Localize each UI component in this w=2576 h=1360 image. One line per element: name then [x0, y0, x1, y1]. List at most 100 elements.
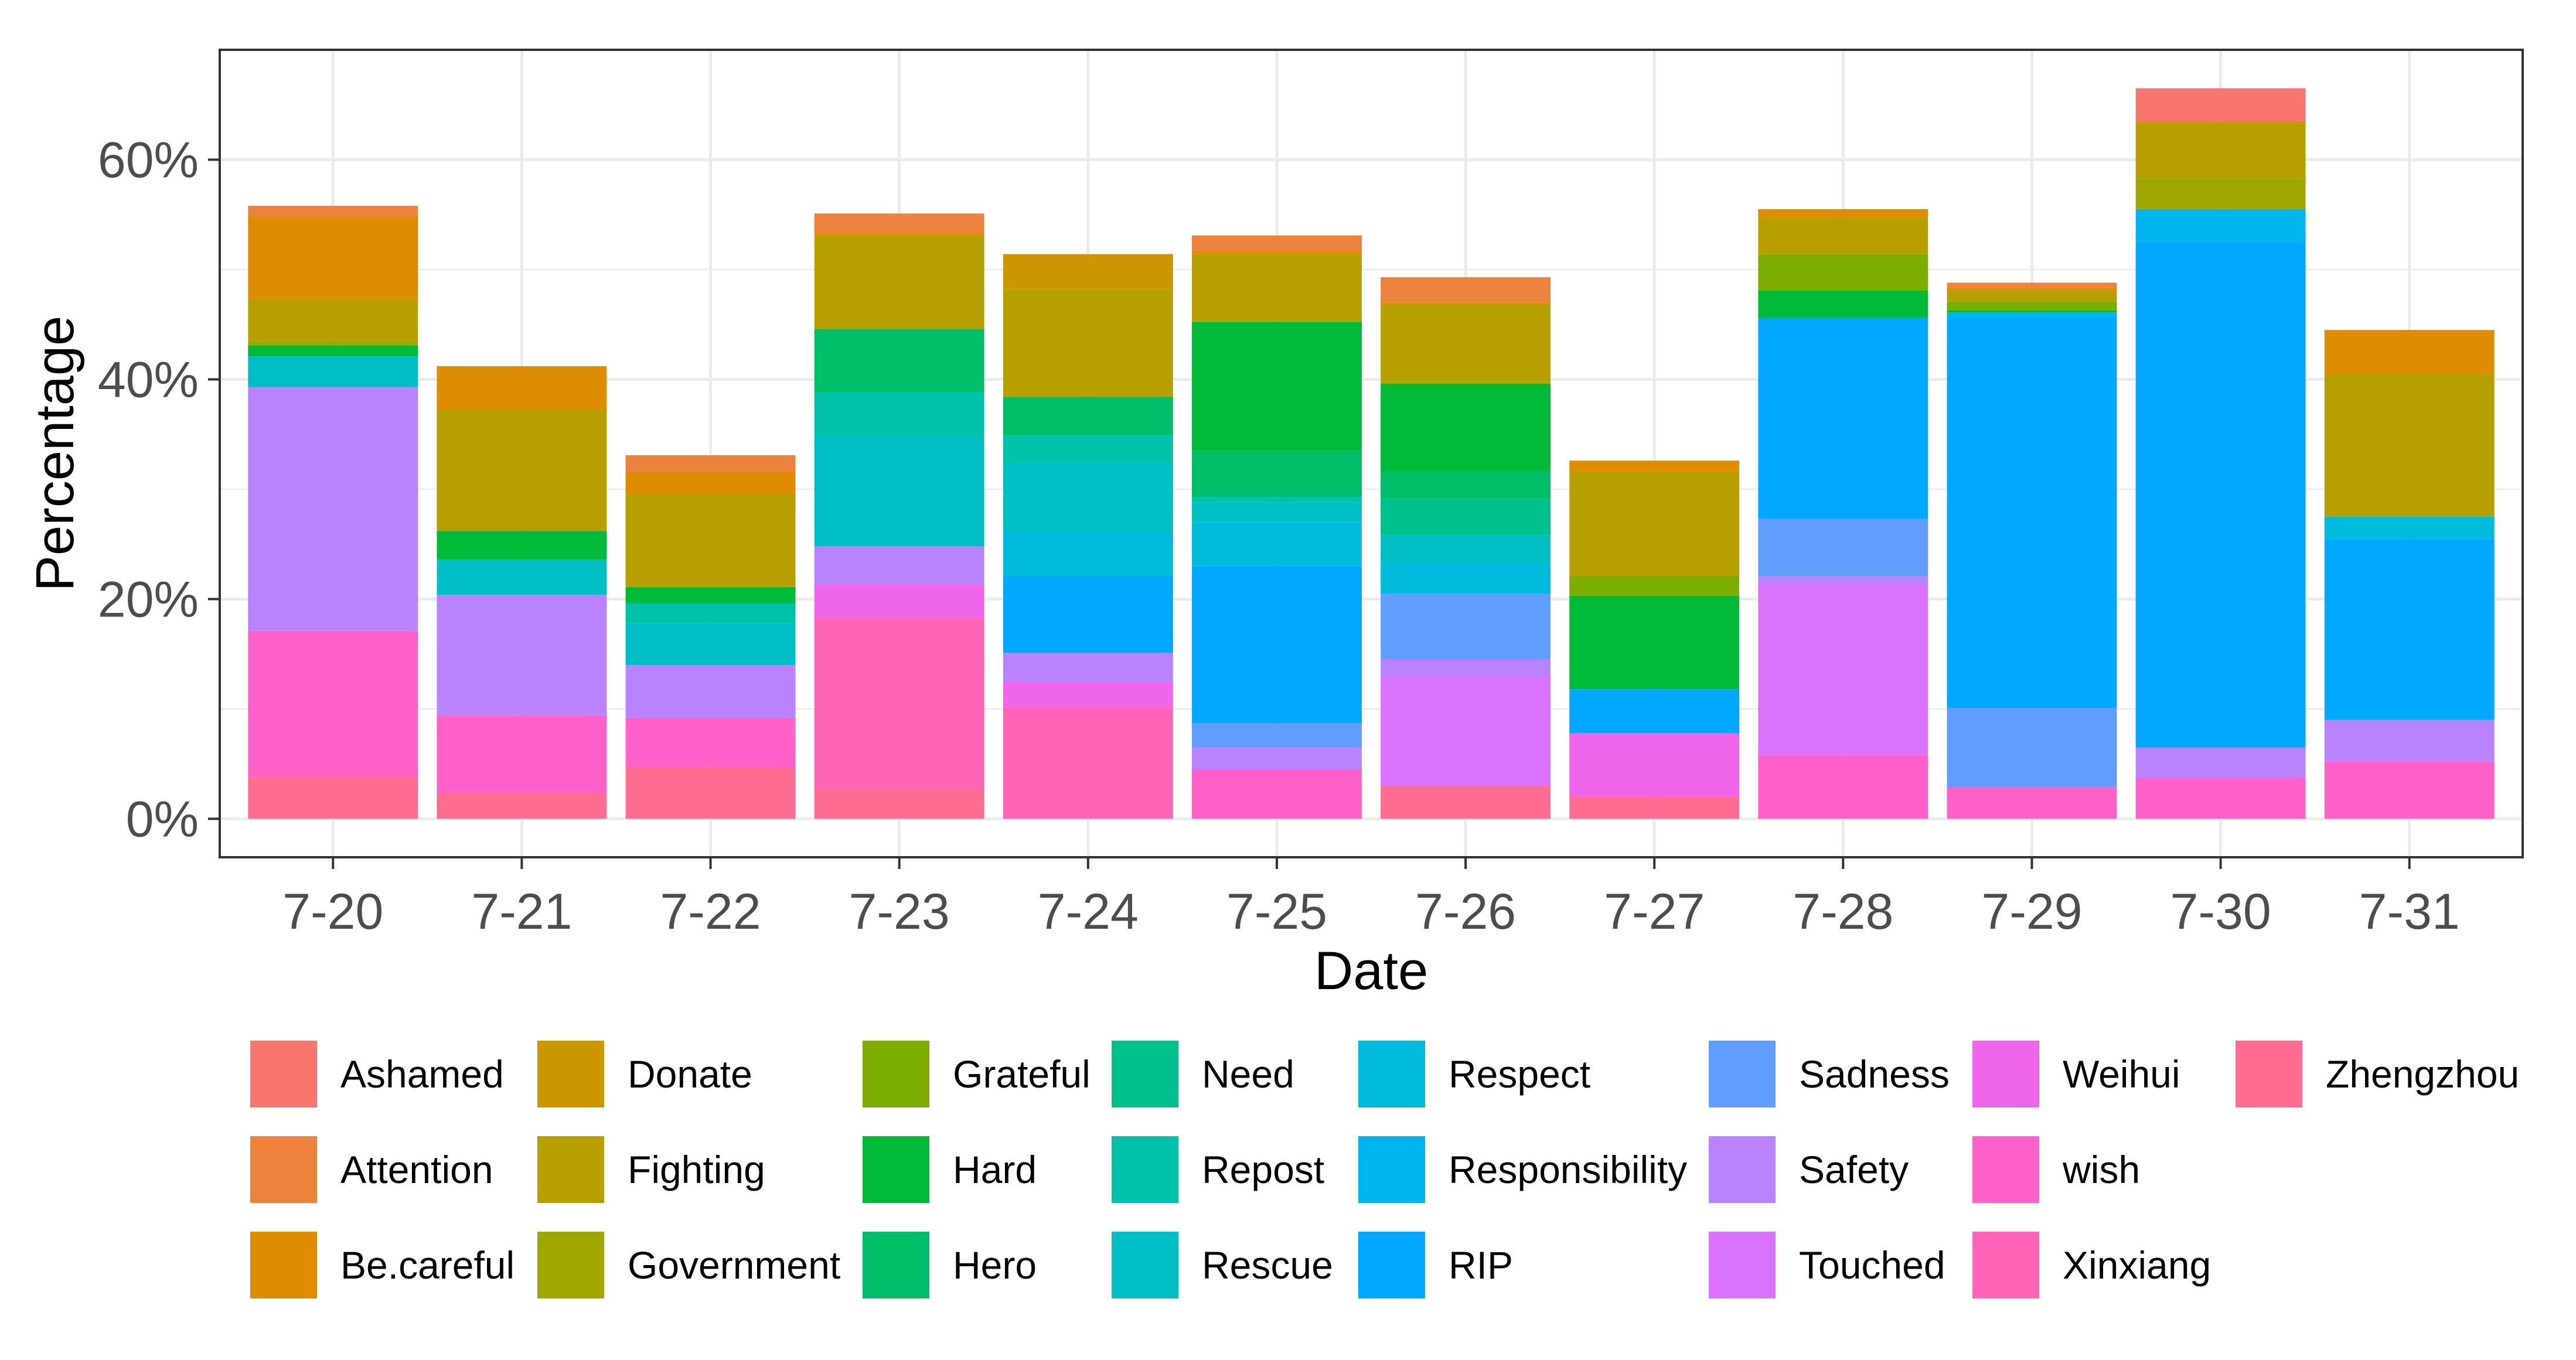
legend-item-donate: Donate [537, 1041, 752, 1107]
bar-segment-grateful-7-27 [1569, 576, 1740, 596]
bar-segment-be-careful-7-23 [814, 233, 984, 236]
bar-segment-hard-7-22 [625, 587, 796, 604]
bar-segment-rescue-7-22 [625, 623, 796, 665]
bar-segment-be-careful-7-28 [1758, 209, 1928, 218]
legend-label: Attention [340, 1148, 493, 1191]
legend-item-fighting: Fighting [537, 1136, 765, 1203]
bar-segment-sadness-7-25 [1191, 723, 1362, 748]
bar-segment-attention-7-29 [1947, 282, 2117, 288]
bar-segment-fighting-7-27 [1569, 471, 1740, 577]
bar-segment-attention-7-22 [625, 455, 796, 472]
bar-segment-grateful-7-29 [1947, 301, 2117, 311]
legend-item-rescue: Rescue [1112, 1232, 1333, 1298]
bar-segment-be-careful-7-29 [1947, 288, 2117, 291]
bar-segment-be-careful-7-20 [248, 216, 418, 299]
legend-item-hero: Hero [863, 1232, 1037, 1298]
bar-segment-xinxiang-7-23 [814, 618, 984, 788]
bar-segment-wish-7-20 [248, 630, 418, 778]
legend-item-be-careful: Be.careful [250, 1232, 514, 1298]
x-tick-label: 7-22 [660, 884, 761, 940]
bar-segment-wish-7-21 [437, 715, 607, 793]
legend-key [2236, 1041, 2302, 1107]
bar-segment-zhengzhou-7-21 [437, 792, 607, 819]
legend: Ashamed Attention Be.careful Donate Fighting… [250, 1041, 2519, 1298]
legend-item-rip: RIP [1358, 1232, 1513, 1298]
legend-key [1112, 1041, 1178, 1107]
legend-item-need: Need [1112, 1041, 1294, 1107]
x-tick-label: 7-21 [471, 884, 572, 940]
bar-segment-safety-7-23 [814, 546, 984, 585]
x-tick-label: 7-26 [1415, 884, 1516, 940]
bar-segment-fighting-7-29 [1947, 290, 2117, 302]
x-tick-label: 7-24 [1038, 884, 1139, 940]
x-tick-label: 7-23 [849, 884, 950, 940]
legend-label: Ashamed [340, 1052, 504, 1096]
legend-label: Respect [1449, 1052, 1590, 1096]
bar-segment-rip-7-28 [1758, 318, 1928, 519]
x-tick-label: 7-28 [1793, 884, 1893, 940]
legend-label: Zhengzhou [2326, 1052, 2519, 1096]
bar-segment-fighting-7-24 [1003, 289, 1173, 397]
legend-label: Weihui [2063, 1052, 2180, 1096]
legend-label: Touched [1799, 1243, 1945, 1287]
bar-segment-respect-7-31 [2324, 516, 2495, 539]
bar-segment-sadness-7-29 [1947, 708, 2117, 788]
bar-segment-rescue-7-24 [1003, 462, 1173, 533]
bar-segment-government-7-25 [1191, 320, 1362, 322]
bar-segment-hero-7-26 [1381, 471, 1551, 499]
x-axis: 7-20 7-21 7-22 7-23 7-24 7-25 7-26 7-27 7-28 7-29… [282, 857, 2460, 940]
bar-segment-hard-7-29 [1947, 310, 2117, 313]
legend-key [1972, 1232, 2039, 1298]
legend-item-wish: wish [1972, 1136, 2140, 1203]
bars [248, 88, 2495, 819]
bar-segment-rescue-7-26 [1381, 535, 1551, 563]
legend-label: Be.careful [340, 1243, 514, 1287]
bar-segment-rescue-7-21 [437, 559, 607, 595]
bar-segment-wish-7-29 [1947, 787, 2117, 819]
legend-key [1709, 1136, 1776, 1203]
legend-label: Responsibility [1449, 1148, 1687, 1191]
bar-segment-respect-7-26 [1381, 563, 1551, 594]
bar-segment-rip-7-30 [2135, 242, 2306, 748]
legend-key [1112, 1136, 1178, 1203]
bar-segment-weihui-7-23 [814, 585, 984, 618]
panel-border [219, 49, 2524, 858]
bar-segment-hard-7-28 [1758, 290, 1928, 318]
legend-key [1358, 1232, 1425, 1298]
bar-segment-hard-7-20 [248, 345, 418, 357]
legend-item-attention: Attention [250, 1136, 493, 1203]
y-tick-label: 60% [98, 132, 199, 188]
bar-segment-zhengzhou-7-26 [1381, 786, 1551, 819]
bar-segment-fighting-7-23 [814, 235, 984, 329]
legend-label: Sadness [1799, 1052, 1950, 1096]
bar-segment-fighting-7-22 [625, 493, 796, 587]
bar-segment-repost-7-25 [1191, 497, 1362, 503]
bar-segment-touched-7-26 [1381, 676, 1551, 786]
bar-segment-rip-7-31 [2324, 538, 2495, 720]
bar-segment-wish-7-30 [2135, 778, 2306, 819]
bar-segment-safety-7-20 [248, 387, 418, 631]
bar-segment-sadness-7-26 [1381, 594, 1551, 660]
bar-segment-attention-7-25 [1191, 235, 1362, 252]
bar-segment-xinxiang-7-24 [1003, 708, 1173, 819]
x-tick-label: 7-31 [2359, 884, 2460, 940]
bar-segment-safety-7-26 [1381, 659, 1551, 676]
legend-key [250, 1136, 317, 1203]
bar-segment-attention-7-26 [1381, 277, 1551, 303]
bar-segment-hard-7-21 [437, 531, 607, 560]
legend-key [1358, 1136, 1425, 1203]
bar-segment-rip-7-25 [1191, 566, 1362, 724]
bar-segment-sadness-7-28 [1758, 519, 1928, 577]
bar-segment-safety-7-24 [1003, 653, 1173, 682]
bar-segment-rip-7-29 [1947, 318, 2117, 708]
bar-segment-ashamed-7-30 [2135, 88, 2306, 121]
bar-segment-zhengzhou-7-27 [1569, 796, 1740, 819]
bar-segment-be-careful-7-25 [1191, 251, 1362, 254]
legend-label: Need [1202, 1052, 1294, 1096]
x-tick-label: 7-27 [1604, 884, 1705, 940]
bar-segment-zhengzhou-7-20 [248, 777, 418, 819]
legend-label: Rescue [1202, 1243, 1333, 1287]
legend-key [1972, 1041, 2039, 1107]
legend-item-ashamed: Ashamed [250, 1041, 504, 1107]
bar-segment-be-careful-7-24 [1003, 254, 1173, 257]
